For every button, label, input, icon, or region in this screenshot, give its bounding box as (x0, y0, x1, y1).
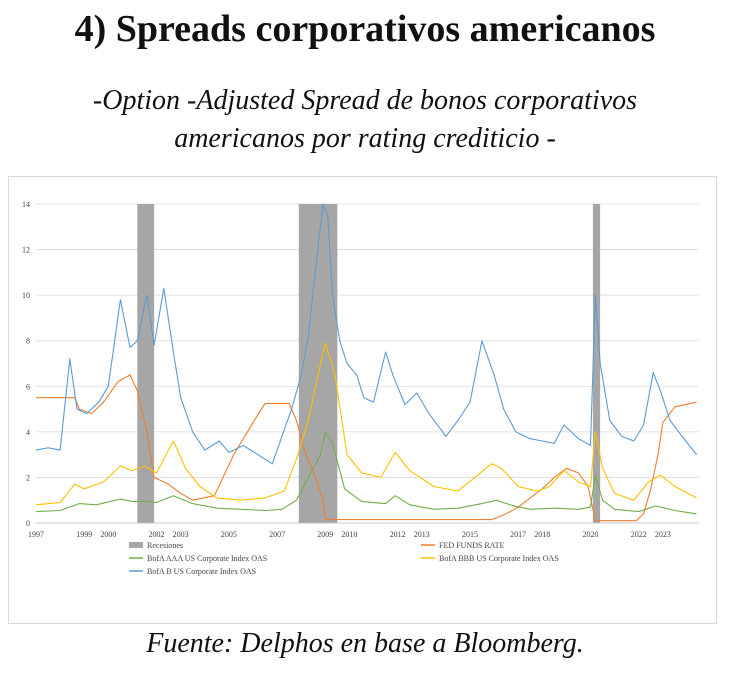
x-tick-label: 2000 (100, 530, 116, 539)
recession-band (298, 204, 338, 523)
x-tick-label: 2007 (269, 530, 285, 539)
y-tick-label: 8 (26, 337, 30, 346)
y-tick-label: 2 (26, 473, 30, 482)
y-tick-label: 4 (26, 428, 30, 437)
legend-label: BofA B US Corporate Index OAS (147, 567, 256, 576)
x-tick-label: 2022 (631, 530, 647, 539)
chart-frame: 0 2 4 6 8 10 12 14 1997 1999 2000 2002 2003 2005 2007 2… (8, 176, 717, 624)
x-tick-label: 2018 (534, 530, 550, 539)
x-tick-label: 2017 (510, 530, 526, 539)
x-tick-label: 2012 (390, 530, 406, 539)
x-tick-label: 1999 (76, 530, 92, 539)
source-note: Fuente: Delphos en base a Bloomberg. (146, 628, 584, 659)
x-tick-label: 2005 (221, 530, 237, 539)
x-tick-label: 2002 (149, 530, 165, 539)
x-tick-label: 2013 (414, 530, 430, 539)
y-tick-label: 6 (26, 382, 30, 391)
legend-label: BofA BBB US Corporate Index OAS (439, 554, 559, 563)
legend-label: FED FUNDS RATE (439, 541, 504, 550)
x-tick-label: 2023 (655, 530, 671, 539)
x-tick-label: 2010 (341, 530, 357, 539)
series-line-bofa-bbb-us-corporate-index-oas (35, 342, 697, 506)
legend-label: Recesiones (147, 541, 183, 550)
series-line-bofa-b-us-corporate-index-oas (35, 203, 698, 465)
y-tick-label: 12 (22, 246, 30, 255)
y-tick-label: 0 (26, 519, 30, 528)
x-tick-label: 2015 (462, 530, 478, 539)
recession-band (137, 204, 155, 523)
spreads-line-chart: 0 2 4 6 8 10 12 14 1997 1999 2000 2002 2003 2005 2007 2… (22, 200, 699, 576)
subtitle-line-1: -Option -Adjusted Spread de bonos corpor… (92, 85, 638, 116)
legend-swatch (129, 542, 143, 548)
y-tick-label: 14 (22, 200, 30, 209)
series-line-fed-funds-rate (36, 374, 697, 522)
y-tick-label: 10 (22, 291, 30, 300)
page-title: 4) Spreads corporativos americanos (74, 8, 656, 50)
recession-band (592, 204, 601, 523)
series-line-bofa-aaa-us-corporate-index-oas (35, 431, 697, 515)
legend-label: BofA AAA US Corporate Index OAS (147, 554, 267, 563)
x-tick-label: 1997 (28, 530, 44, 539)
x-tick-label: 2020 (583, 530, 599, 539)
page-subtitle: -Option -Adjusted Spread de bonos corpor… (0, 82, 730, 158)
subtitle-line-2: americanos por rating crediticio - (174, 123, 556, 154)
x-tick-label: 2003 (173, 530, 189, 539)
x-tick-label: 2009 (317, 530, 333, 539)
